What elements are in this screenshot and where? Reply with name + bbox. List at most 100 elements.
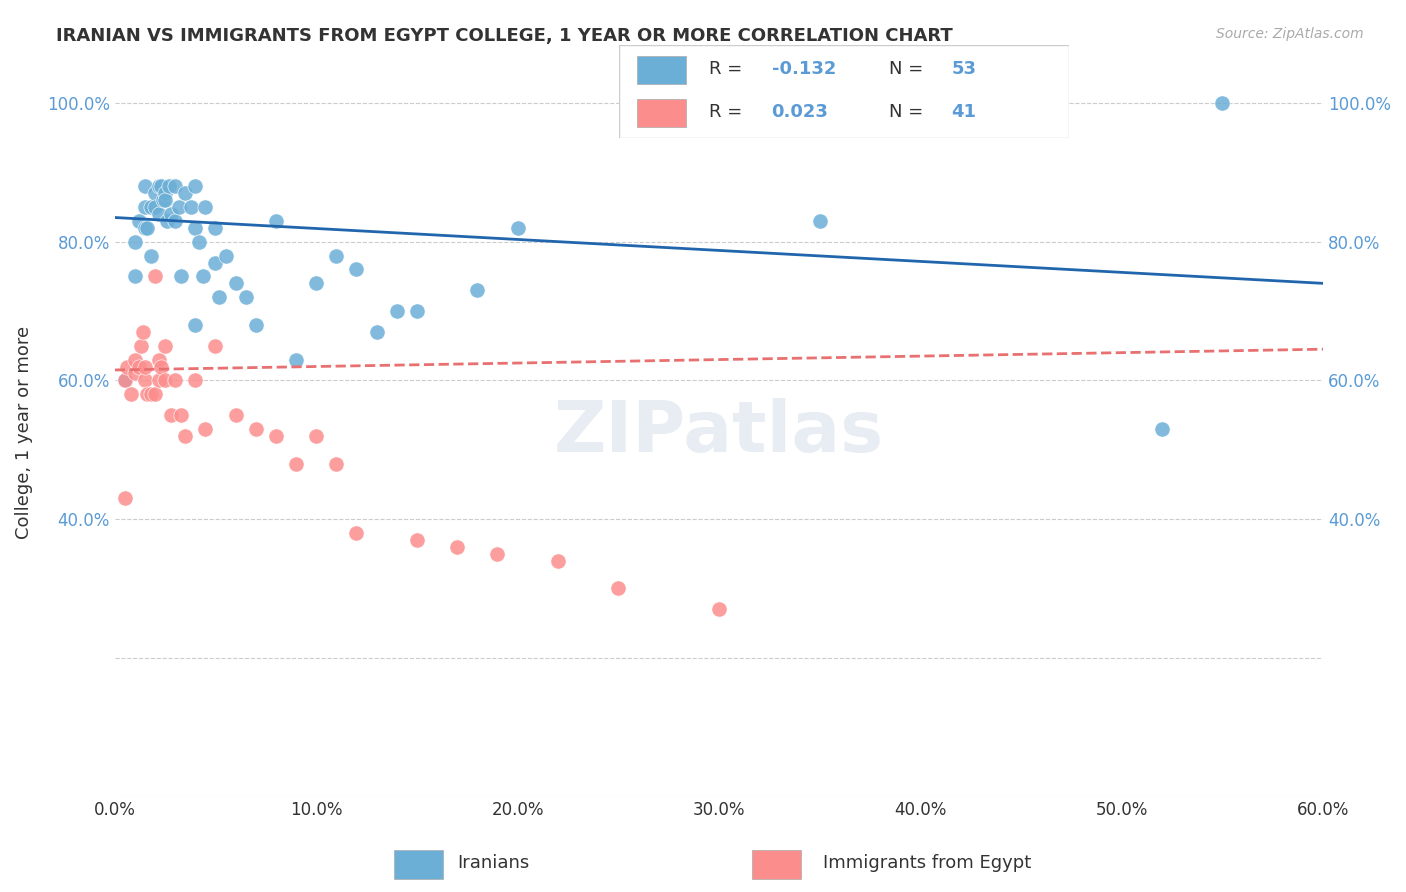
Point	[184, 318, 207, 332]
Text: Source: ZipAtlas.com: Source: ZipAtlas.com	[1216, 27, 1364, 41]
Point	[208, 290, 231, 304]
Point	[136, 387, 159, 401]
Point	[143, 387, 166, 401]
Point	[180, 200, 202, 214]
Point	[136, 221, 159, 235]
Point	[153, 186, 176, 201]
Point	[124, 235, 146, 249]
Point	[134, 221, 156, 235]
Text: 0.023: 0.023	[772, 103, 828, 121]
Point	[225, 408, 247, 422]
Point	[808, 214, 831, 228]
Point	[148, 373, 170, 387]
Point	[264, 429, 287, 443]
Point	[128, 214, 150, 228]
Point	[124, 367, 146, 381]
Point	[129, 339, 152, 353]
Point	[165, 373, 187, 387]
Point	[128, 359, 150, 374]
Point	[1211, 96, 1233, 111]
Point	[264, 214, 287, 228]
Point	[194, 422, 217, 436]
FancyBboxPatch shape	[752, 850, 801, 880]
Point	[405, 304, 427, 318]
Point	[225, 277, 247, 291]
Text: R =: R =	[709, 103, 748, 121]
Point	[134, 179, 156, 194]
Point	[305, 277, 328, 291]
Point	[143, 186, 166, 201]
Point	[153, 373, 176, 387]
Point	[157, 179, 180, 194]
Point	[150, 359, 173, 374]
Point	[124, 352, 146, 367]
Point	[465, 283, 488, 297]
Point	[285, 457, 308, 471]
Point	[160, 408, 183, 422]
FancyBboxPatch shape	[637, 99, 686, 127]
Point	[170, 408, 193, 422]
Point	[789, 96, 811, 111]
Point	[1150, 422, 1173, 436]
Point	[194, 200, 217, 214]
Y-axis label: College, 1 year or more: College, 1 year or more	[15, 326, 32, 539]
Point	[204, 339, 226, 353]
Point	[114, 491, 136, 505]
Text: N =: N =	[889, 103, 928, 121]
Point	[707, 602, 730, 616]
Point	[285, 352, 308, 367]
Text: 41: 41	[952, 103, 977, 121]
FancyBboxPatch shape	[394, 850, 443, 880]
Point	[174, 186, 197, 201]
Point	[547, 553, 569, 567]
Point	[346, 525, 368, 540]
Point	[184, 373, 207, 387]
Point	[120, 387, 142, 401]
Point	[148, 179, 170, 194]
Point	[139, 200, 162, 214]
Point	[188, 235, 211, 249]
Point	[143, 200, 166, 214]
Point	[139, 387, 162, 401]
Point	[193, 269, 215, 284]
Point	[132, 325, 155, 339]
Point	[139, 249, 162, 263]
Point	[114, 373, 136, 387]
Point	[204, 221, 226, 235]
Point	[134, 359, 156, 374]
Text: -0.132: -0.132	[772, 60, 837, 78]
Point	[114, 373, 136, 387]
Point	[235, 290, 257, 304]
Point	[153, 193, 176, 207]
Text: Immigrants from Egypt: Immigrants from Egypt	[823, 854, 1031, 872]
Point	[204, 255, 226, 269]
Text: ZIPatlas: ZIPatlas	[554, 398, 884, 467]
FancyBboxPatch shape	[637, 56, 686, 84]
Point	[167, 200, 190, 214]
Text: N =: N =	[889, 60, 928, 78]
Point	[170, 269, 193, 284]
Text: R =: R =	[709, 60, 748, 78]
Point	[214, 249, 236, 263]
Point	[165, 214, 187, 228]
Point	[506, 221, 529, 235]
Point	[148, 207, 170, 221]
Point	[245, 318, 267, 332]
Point	[115, 359, 138, 374]
Text: Iranians: Iranians	[457, 854, 529, 872]
Point	[134, 373, 156, 387]
Point	[446, 540, 468, 554]
Point	[148, 352, 170, 367]
Point	[124, 269, 146, 284]
Point	[174, 429, 197, 443]
Point	[152, 193, 174, 207]
Point	[153, 339, 176, 353]
Point	[305, 429, 328, 443]
Point	[607, 581, 630, 595]
Point	[366, 325, 388, 339]
Point	[150, 179, 173, 194]
Point	[184, 179, 207, 194]
FancyBboxPatch shape	[619, 45, 1069, 138]
Point	[385, 304, 408, 318]
Point	[486, 547, 509, 561]
